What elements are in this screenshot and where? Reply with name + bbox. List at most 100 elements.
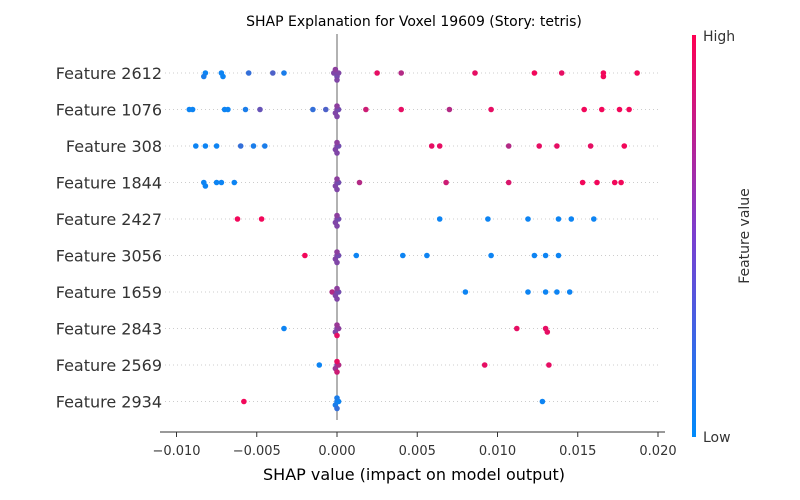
data-point xyxy=(356,179,363,186)
data-point xyxy=(262,143,268,149)
data-point xyxy=(599,106,605,113)
data-point xyxy=(616,106,623,113)
x-tick-label: −0.010 xyxy=(152,444,200,459)
colorbar-high-label: High xyxy=(703,29,735,45)
data-point xyxy=(213,179,220,186)
data-point xyxy=(245,70,252,76)
data-point xyxy=(202,143,209,149)
feature-rows: Feature 2612 Feature 1076 Feature 308 Featu… xyxy=(56,64,660,412)
colorbar xyxy=(692,35,696,437)
data-point xyxy=(334,322,340,328)
data-point xyxy=(237,143,244,149)
data-point xyxy=(242,106,249,113)
feature-label: Feature 2843 xyxy=(56,320,162,339)
data-point xyxy=(334,369,340,375)
x-tick-label: 0.020 xyxy=(639,444,676,459)
data-point xyxy=(505,179,512,186)
x-tick-label: 0.015 xyxy=(559,444,596,459)
data-point xyxy=(231,179,238,186)
data-point xyxy=(525,216,531,222)
data-point xyxy=(485,216,491,222)
data-point xyxy=(334,249,340,255)
data-point xyxy=(436,143,443,149)
data-point xyxy=(258,216,265,222)
data-point xyxy=(594,179,600,186)
data-point xyxy=(546,362,552,368)
data-point xyxy=(398,70,405,76)
data-point xyxy=(220,73,226,80)
data-point xyxy=(600,73,607,80)
x-axis-label: SHAP value (impact on model output) xyxy=(263,465,565,484)
data-point xyxy=(363,106,369,113)
feature-label: Feature 2427 xyxy=(56,210,162,229)
data-point xyxy=(536,143,542,149)
data-point xyxy=(531,70,538,76)
data-point xyxy=(554,143,560,149)
data-point xyxy=(436,216,443,222)
data-point xyxy=(542,252,549,259)
data-point xyxy=(634,70,640,76)
feature-label: Feature 1076 xyxy=(56,101,162,120)
data-point xyxy=(334,223,340,229)
feature-label: Feature 2934 xyxy=(56,393,162,412)
data-point xyxy=(462,289,469,295)
data-points xyxy=(186,66,640,412)
colorbar-title: Feature value xyxy=(737,188,753,284)
chart-title: SHAP Explanation for Voxel 19609 (Story:… xyxy=(246,14,582,30)
data-point xyxy=(334,103,340,109)
data-point xyxy=(250,143,257,149)
data-point xyxy=(353,252,360,259)
data-point xyxy=(310,106,316,113)
data-point xyxy=(218,179,225,186)
data-point xyxy=(443,179,449,186)
data-point xyxy=(566,289,573,295)
data-point xyxy=(323,106,329,113)
data-point xyxy=(241,398,247,405)
data-point xyxy=(193,143,199,149)
x-axis-ticks: −0.010 −0.005 0.000 0.005 0.010 0.015 0.020 xyxy=(152,432,677,459)
data-point xyxy=(400,252,406,259)
data-point xyxy=(334,332,340,339)
data-point xyxy=(555,252,562,259)
data-point xyxy=(581,106,587,113)
data-point xyxy=(334,212,340,219)
data-point xyxy=(334,259,340,266)
data-point xyxy=(225,106,231,113)
data-point xyxy=(481,362,488,368)
data-point xyxy=(626,106,632,113)
data-point xyxy=(514,325,520,332)
data-point xyxy=(591,216,597,222)
colorbar-low-label: Low xyxy=(703,430,731,446)
data-point xyxy=(525,289,531,295)
data-point xyxy=(334,150,340,156)
data-point xyxy=(334,77,340,83)
data-point xyxy=(202,183,209,189)
feature-label: Feature 308 xyxy=(66,137,162,156)
data-point xyxy=(201,73,207,80)
data-point xyxy=(334,176,340,182)
data-point xyxy=(316,362,323,368)
data-point xyxy=(281,325,287,332)
data-point xyxy=(334,395,340,401)
data-point xyxy=(568,216,575,222)
data-point xyxy=(334,186,340,193)
data-point xyxy=(334,296,340,302)
data-point xyxy=(544,329,551,335)
data-point xyxy=(332,66,339,73)
data-point xyxy=(505,143,512,149)
data-point xyxy=(531,252,538,259)
data-point xyxy=(555,216,562,222)
data-point xyxy=(554,289,560,295)
data-point xyxy=(234,216,241,222)
x-tick-label: −0.005 xyxy=(233,444,281,459)
data-point xyxy=(270,70,276,76)
data-point xyxy=(539,398,546,405)
x-tick-label: 0.000 xyxy=(318,444,355,459)
data-point xyxy=(488,106,494,113)
feature-label: Feature 2569 xyxy=(56,356,162,375)
data-point xyxy=(334,139,340,146)
feature-label: Feature 1844 xyxy=(56,174,162,193)
data-point xyxy=(334,285,340,292)
data-point xyxy=(558,70,565,76)
